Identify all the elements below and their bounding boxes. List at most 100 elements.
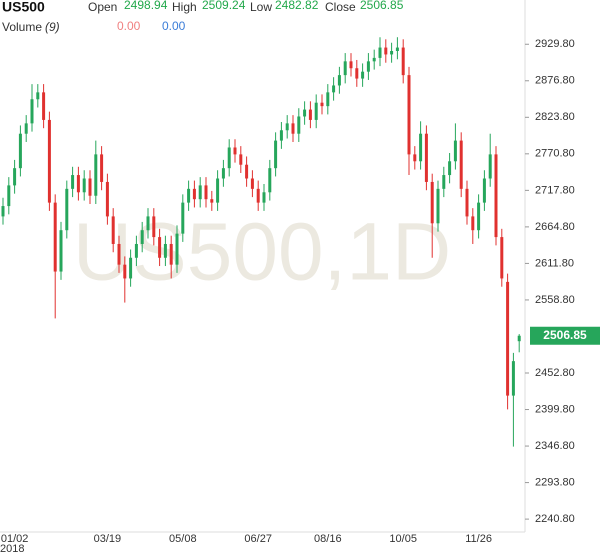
candle-body — [42, 92, 46, 120]
high-label: High — [172, 0, 197, 14]
candle-body — [430, 181, 434, 224]
candle-body — [378, 47, 382, 58]
x-tick-label: 01/02 — [1, 533, 29, 545]
candle-body — [262, 192, 266, 203]
y-tick-label: 2293.80 — [535, 476, 575, 488]
candle-body — [227, 147, 231, 169]
low-label: Low — [250, 0, 272, 14]
candle-body — [372, 57, 376, 62]
y-tick-label: 2558.80 — [535, 294, 575, 306]
close-label: Close — [325, 0, 356, 14]
year-label: 2018 — [0, 543, 24, 555]
candle-body — [1, 206, 5, 217]
x-tick-label: 11/26 — [465, 533, 492, 545]
candle-body — [18, 133, 22, 169]
price-marker — [530, 326, 600, 345]
candle-body — [169, 243, 173, 265]
candle-body — [71, 175, 75, 189]
candle-body — [424, 133, 428, 182]
candle-body — [482, 178, 486, 203]
candle-body — [198, 185, 202, 200]
x-tick-label: 06/27 — [244, 533, 272, 545]
candle-body — [140, 230, 144, 244]
candle-body — [349, 61, 353, 69]
candle-body — [395, 47, 399, 52]
candle-body — [158, 237, 162, 258]
candle-body — [384, 47, 388, 55]
candle-body — [303, 109, 307, 117]
candle-body — [419, 133, 423, 162]
candle-body — [36, 92, 40, 100]
candle-body — [30, 99, 34, 124]
candle-body — [459, 140, 463, 189]
volume-period: (9) — [45, 20, 60, 34]
y-tick-label: 2452.80 — [535, 367, 575, 379]
candle-body — [291, 123, 295, 134]
candle-body — [111, 216, 115, 244]
volume-value: 0.00 — [117, 19, 141, 33]
candle-body — [355, 68, 359, 79]
candle-body — [453, 140, 457, 162]
candle-body — [361, 71, 365, 79]
candle-body — [401, 47, 405, 76]
candle-body — [100, 154, 104, 182]
candle-body — [297, 116, 301, 134]
candle-body — [175, 233, 179, 265]
candle-body — [488, 154, 492, 179]
candle-body — [88, 178, 92, 196]
candle-body — [337, 75, 341, 86]
candle-body — [181, 202, 185, 234]
y-tick-label: 2399.80 — [535, 403, 575, 415]
candle-body — [465, 188, 469, 217]
candle-body — [506, 281, 510, 396]
candle-body — [511, 361, 515, 396]
candle-body — [343, 61, 347, 76]
candle-body — [13, 168, 17, 186]
candle-body — [308, 109, 312, 120]
candle-body — [53, 202, 57, 272]
x-tick-label: 03/19 — [94, 533, 122, 545]
low-value: 2482.82 — [275, 0, 319, 12]
y-tick-label: 2823.80 — [535, 111, 575, 123]
candle-body — [442, 175, 446, 189]
open-label: Open — [88, 0, 117, 14]
candle-body — [471, 216, 475, 231]
symbol: US500 — [2, 0, 45, 15]
candle-body — [413, 154, 417, 162]
candle-body — [105, 181, 109, 217]
candle-body — [65, 188, 69, 231]
candle-body — [436, 188, 440, 224]
candle-body — [163, 243, 167, 258]
candle-body — [517, 335, 521, 342]
candle-body — [76, 175, 80, 193]
candle-body — [7, 185, 11, 207]
watermark: US500,1D — [73, 207, 451, 298]
candle-body — [366, 61, 370, 72]
candle-body — [59, 230, 63, 272]
candle-body — [332, 85, 336, 93]
x-tick-label: 10/05 — [389, 533, 417, 545]
candle-body — [192, 188, 196, 200]
candle-body — [216, 178, 220, 203]
candle-body — [477, 202, 481, 231]
candle-body — [233, 147, 237, 155]
candle-body — [210, 199, 214, 203]
candle-body — [448, 161, 452, 176]
candle-body — [268, 168, 272, 193]
candle-body — [47, 119, 51, 203]
candle-body — [326, 92, 330, 107]
y-tick-label: 2664.80 — [535, 221, 575, 233]
high-value: 2509.24 — [202, 0, 246, 12]
candle-body — [279, 130, 283, 141]
y-tick-label: 2717.80 — [535, 184, 575, 196]
x-tick-label: 08/16 — [314, 533, 342, 545]
close-value: 2506.85 — [360, 0, 404, 12]
volume-label: Volume — [2, 20, 42, 34]
candle-body — [129, 257, 133, 279]
candle-body — [239, 154, 243, 165]
candle-body — [204, 185, 208, 200]
candle-body — [250, 178, 254, 189]
y-tick-label: 2770.80 — [535, 148, 575, 160]
candle-body — [24, 123, 28, 134]
